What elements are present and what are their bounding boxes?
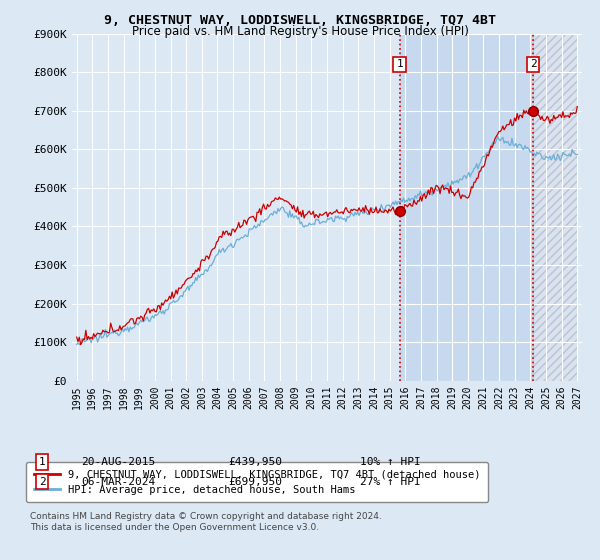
Text: 2: 2 (530, 59, 536, 69)
Text: £699,950: £699,950 (228, 477, 282, 487)
Text: 10% ↑ HPI: 10% ↑ HPI (360, 457, 421, 467)
Text: 1: 1 (38, 457, 46, 467)
Text: 1: 1 (396, 59, 403, 69)
Text: 2: 2 (38, 477, 46, 487)
Text: £439,950: £439,950 (228, 457, 282, 467)
Bar (400, 34, 533, 381)
Legend: 9, CHESTNUT WAY, LODDISWELL, KINGSBRIDGE, TQ7 4BT (detached house), HPI: Average: 9, CHESTNUT WAY, LODDISWELL, KINGSBRIDGE… (26, 463, 488, 502)
Text: 27% ↑ HPI: 27% ↑ HPI (360, 477, 421, 487)
Text: 20-AUG-2015: 20-AUG-2015 (81, 457, 155, 467)
Text: 06-MAR-2024: 06-MAR-2024 (81, 477, 155, 487)
Text: 9, CHESTNUT WAY, LODDISWELL, KINGSBRIDGE, TQ7 4BT: 9, CHESTNUT WAY, LODDISWELL, KINGSBRIDGE… (104, 14, 496, 27)
Text: Price paid vs. HM Land Registry's House Price Index (HPI): Price paid vs. HM Land Registry's House … (131, 25, 469, 38)
Text: Contains HM Land Registry data © Crown copyright and database right 2024.
This d: Contains HM Land Registry data © Crown c… (30, 512, 382, 532)
